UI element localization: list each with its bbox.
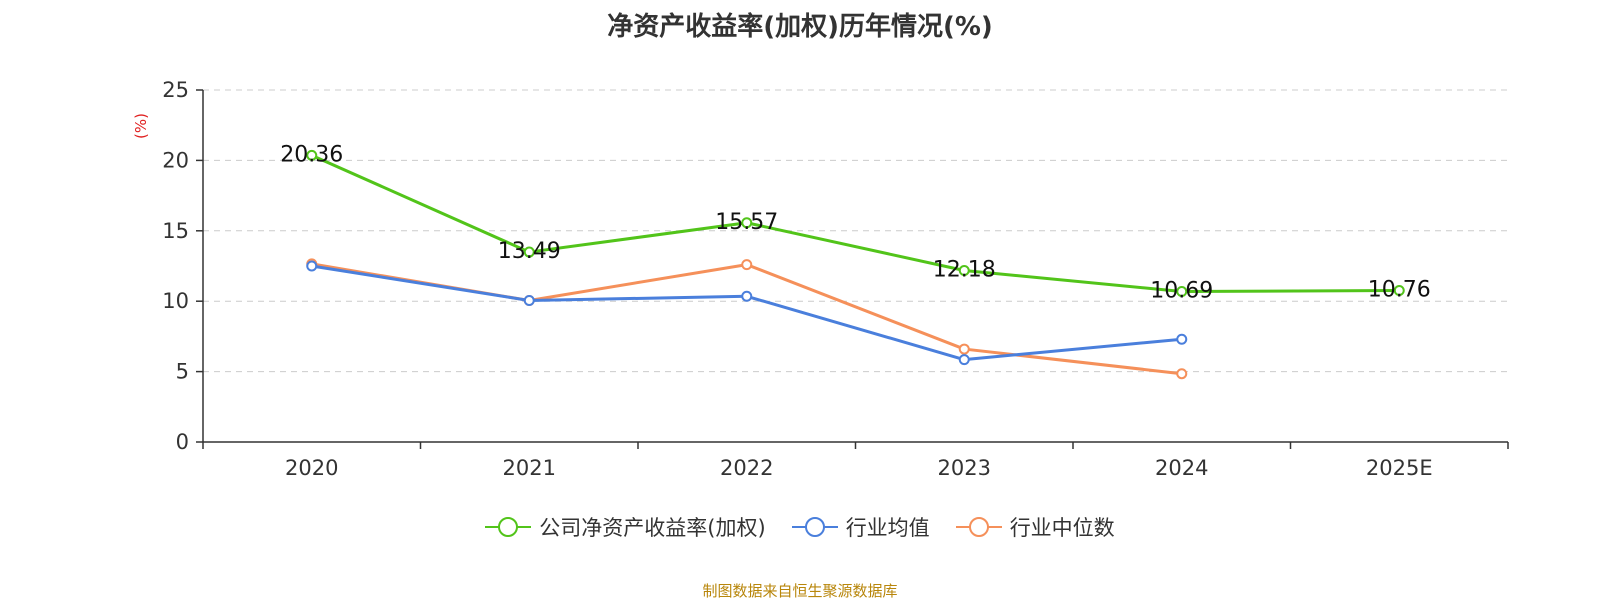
grid-lines bbox=[203, 89, 1508, 373]
legend-marker-icon bbox=[791, 517, 838, 537]
x-tick-label: 2025E bbox=[1366, 456, 1433, 480]
x-tick-label: 2023 bbox=[938, 456, 991, 480]
data-label: 10.69 bbox=[1150, 278, 1213, 303]
legend-item[interactable]: 行业中位数 bbox=[955, 512, 1115, 542]
series-layer bbox=[306, 149, 1405, 380]
data-label: 10.76 bbox=[1368, 277, 1431, 302]
data-point[interactable] bbox=[1393, 284, 1405, 296]
data-point[interactable] bbox=[741, 259, 753, 271]
legend-label: 行业中位数 bbox=[1009, 516, 1115, 540]
legend-label: 公司净资产收益率(加权) bbox=[539, 516, 766, 540]
data-point[interactable] bbox=[1176, 333, 1188, 345]
chart-title: 净资产收益率(加权)历年情况(%) bbox=[607, 12, 993, 42]
y-tick-label: 25 bbox=[162, 78, 189, 102]
data-point[interactable] bbox=[958, 343, 970, 355]
y-tick-label: 10 bbox=[162, 289, 189, 313]
data-point[interactable] bbox=[523, 294, 535, 306]
data-label: 15.57 bbox=[715, 210, 778, 235]
legend-circle bbox=[968, 517, 989, 537]
x-tick-label: 2021 bbox=[503, 456, 556, 480]
data-point[interactable] bbox=[1176, 368, 1188, 380]
legend-marker-icon bbox=[955, 517, 1002, 537]
series-公司净资产收益率(加权) bbox=[306, 149, 1405, 297]
x-tick-label: 2020 bbox=[285, 456, 338, 480]
legend-circle bbox=[804, 517, 825, 537]
legend-marker-icon bbox=[485, 517, 532, 537]
data-point[interactable] bbox=[1176, 285, 1188, 297]
y-tick-label: 20 bbox=[162, 148, 189, 172]
axes: 0 5 10 15 20 25 2020 2021 2022 2023 2024 2025E bbox=[162, 78, 1509, 480]
data-point[interactable] bbox=[741, 217, 753, 229]
legend-item[interactable]: 公司净资产收益率(加权) bbox=[485, 512, 766, 542]
series-line bbox=[311, 153, 1400, 293]
legend: 公司净资产收益率(加权) 行业均值 行业中位数 bbox=[0, 512, 1600, 542]
legend-label: 行业均值 bbox=[845, 516, 930, 540]
data-label: 13.49 bbox=[498, 239, 561, 264]
series-行业中位数 bbox=[306, 258, 1188, 380]
data-labels: 20.36 13.49 15.57 12.18 10.69 10.76 bbox=[280, 142, 1430, 303]
data-label: 12.18 bbox=[933, 258, 996, 283]
y-tick-label: 0 bbox=[176, 430, 189, 454]
x-tick-label: 2022 bbox=[720, 456, 773, 480]
legend-item[interactable]: 行业均值 bbox=[791, 512, 930, 542]
footer-source: 制图数据来自恒生聚源数据库 bbox=[702, 582, 898, 600]
y-tick-label: 5 bbox=[176, 360, 189, 384]
data-point[interactable] bbox=[306, 260, 318, 272]
y-axis-label: (%) bbox=[132, 113, 150, 139]
y-tick-label: 15 bbox=[162, 219, 189, 243]
data-point[interactable] bbox=[958, 354, 970, 366]
series-行业均值 bbox=[306, 260, 1188, 366]
data-point[interactable] bbox=[741, 290, 753, 302]
data-point[interactable] bbox=[306, 149, 318, 161]
data-point[interactable] bbox=[523, 246, 535, 258]
data-point[interactable] bbox=[958, 265, 970, 277]
x-tick-label: 2024 bbox=[1155, 456, 1208, 480]
data-label: 20.36 bbox=[280, 142, 343, 167]
legend-circle bbox=[498, 517, 519, 537]
